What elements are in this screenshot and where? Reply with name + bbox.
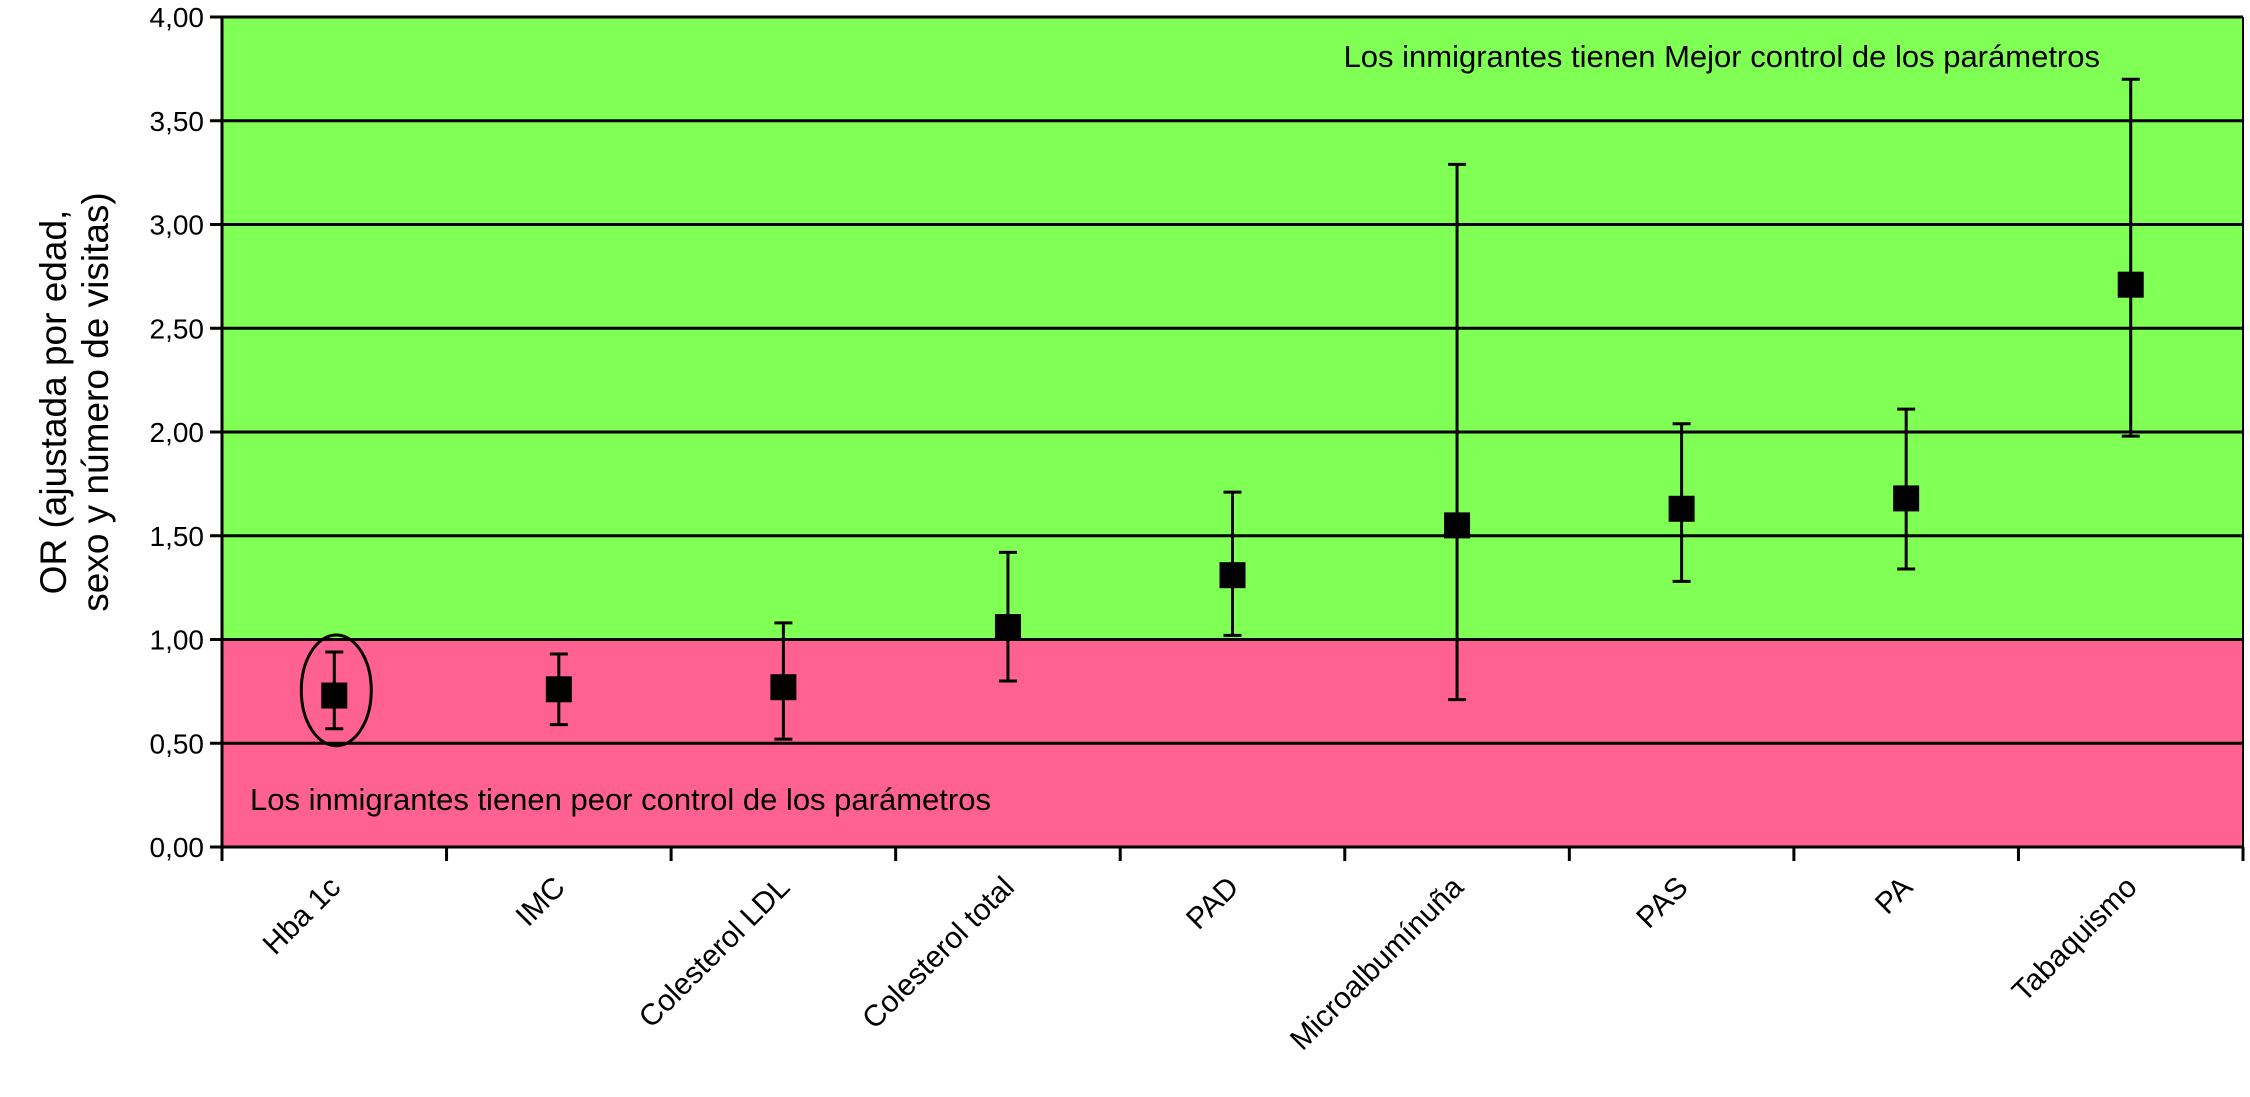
x-category-label: Hba 1c	[257, 871, 348, 962]
y-tick-label: 1,50	[150, 521, 205, 552]
point-marker	[1219, 562, 1246, 589]
y-axis-title-line: sexo y número de visitas)	[75, 192, 116, 612]
x-category-label: Tabaquismo	[2006, 871, 2144, 1009]
data-point-group	[994, 550, 1021, 683]
y-tick-label: 2,00	[150, 417, 205, 448]
y-tick-label: 4,00	[150, 2, 205, 33]
data-point-group	[545, 652, 572, 727]
data-point-group	[1893, 407, 1920, 571]
y-tick-label: 3,50	[150, 106, 205, 137]
x-category-label: Colesterol total	[856, 871, 1021, 1036]
x-category-label: PAD	[1180, 871, 1245, 936]
x-category-label: PA	[1869, 871, 1919, 921]
data-point-group	[2117, 77, 2144, 438]
y-tick-label: 0,00	[150, 832, 205, 863]
data-point-group	[1668, 422, 1695, 583]
x-category-label: PAS	[1630, 871, 1694, 935]
data-point-group	[770, 621, 797, 741]
point-marker	[1444, 512, 1471, 539]
point-marker	[994, 614, 1021, 641]
point-marker	[321, 682, 348, 709]
y-tick-label: 3,00	[150, 210, 205, 241]
x-category-label: IMC	[510, 871, 572, 933]
y-tick-label: 0,50	[150, 728, 205, 759]
y-tick-labels: 0,00 0,50 1,00 1,50 2,00 2,50 3,00 3,50 4,00	[150, 2, 222, 863]
point-marker	[2117, 271, 2144, 298]
x-category-label: Microalbumínuña	[1284, 870, 1470, 1056]
region-annotation: Los inmigrantes tienen peor control de l…	[250, 782, 991, 817]
data-point-group	[1219, 490, 1246, 637]
y-axis-title-line: OR (ajustada por edad,	[33, 210, 74, 595]
data-point-group	[299, 633, 373, 748]
y-axis-title-text: OR (ajustada por edad,sexo y número de v…	[33, 192, 116, 612]
region-annotation: Los inmigrantes tienen Mejor control de …	[1344, 39, 2100, 74]
point-marker	[545, 676, 572, 703]
y-axis-title: OR (ajustada por edad,sexo y número de v…	[33, 192, 116, 612]
y-tick-label: 1,00	[150, 625, 205, 656]
region-annotations: Los inmigrantes tienen Mejor control de …	[250, 39, 2100, 817]
y-tick-label: 2,50	[150, 313, 205, 344]
point-marker	[1668, 495, 1695, 522]
point-marker	[1893, 485, 1920, 512]
highlight-ellipse	[299, 633, 373, 748]
data-points	[299, 77, 2144, 748]
x-category-label: Colesterol LDL	[633, 871, 797, 1035]
point-marker	[770, 674, 797, 701]
data-point-group	[1444, 162, 1471, 702]
x-category-labels: Hba 1c IMC Colesterol LDL Colesterol total P…	[220, 847, 2245, 1057]
